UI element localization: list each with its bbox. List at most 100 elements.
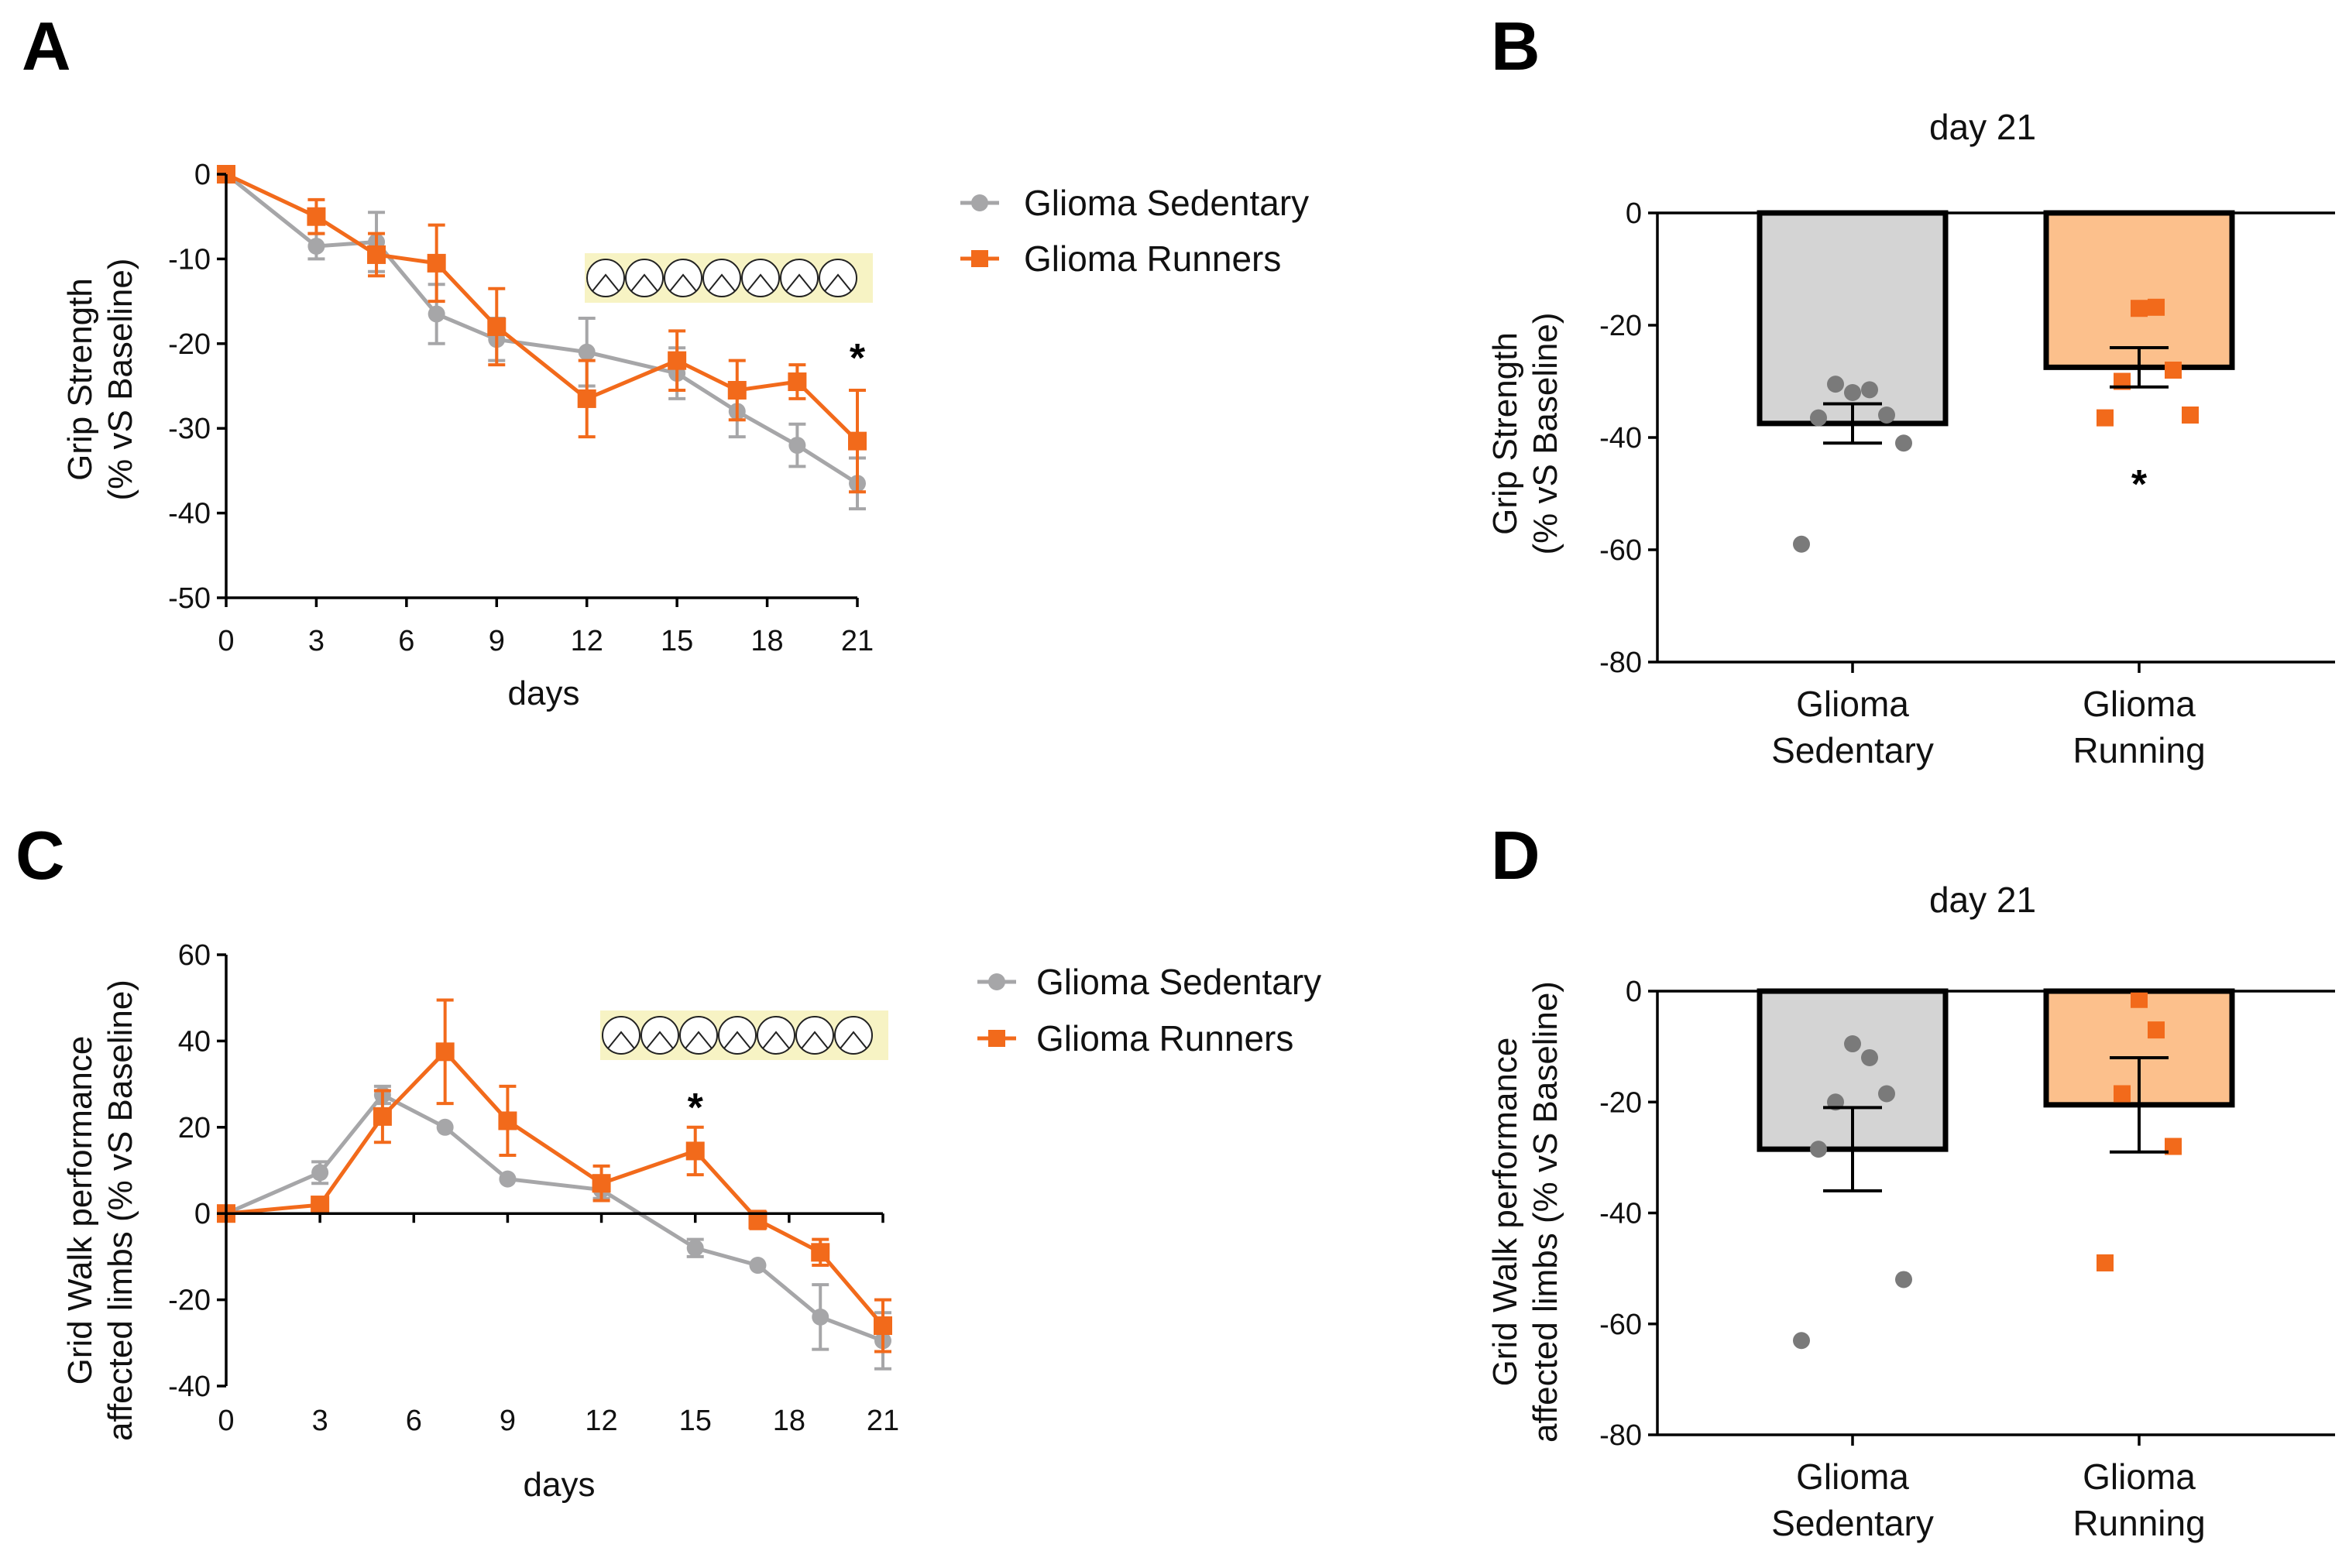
panel-b-title: day 21 [1929, 107, 2036, 147]
y-axis-title-line-1: Grid Walk performance [61, 1036, 99, 1385]
individual-point-sedentary [1810, 1141, 1827, 1158]
legend-a: Glioma Sedentary Glioma Runners [960, 183, 1309, 279]
individual-point-sedentary [1878, 1085, 1895, 1103]
x-tick-label: 15 [679, 1405, 712, 1437]
data-point-sedentary [311, 1164, 329, 1182]
data-point-runners [498, 1111, 517, 1131]
y-tick-label: -40 [168, 1371, 211, 1403]
panel-letter-d: D [1491, 817, 1540, 894]
data-point-runners [727, 380, 747, 400]
data-point-runners [435, 1042, 455, 1062]
running-wheel-icon [602, 1016, 640, 1055]
data-point-runners [668, 351, 687, 370]
individual-point-running [2131, 990, 2148, 1008]
legend-label-runners: Glioma Runners [1024, 238, 1281, 279]
x-axis-title: days [508, 674, 580, 712]
panel-letter-b: B [1491, 8, 1540, 84]
data-point-runners [788, 372, 807, 392]
data-point-sedentary [436, 1118, 454, 1136]
running-wheel-icon [795, 1016, 834, 1055]
y-axis-title-line-2: (% vS Baseline) [1527, 312, 1564, 554]
wheel-spokes [801, 1031, 829, 1049]
wheel-spokes [630, 273, 658, 292]
individual-point-sedentary [1878, 407, 1895, 424]
individual-point-running [2097, 1254, 2114, 1271]
wheel-spokes [669, 273, 697, 292]
data-point-runners [311, 1196, 330, 1215]
individual-point-sedentary [1793, 535, 1810, 553]
wheel-spokes [685, 1031, 713, 1049]
bar-running [2043, 210, 2235, 370]
running-wheels-indicator [600, 1010, 888, 1060]
x-tick-label: 12 [585, 1405, 617, 1437]
x-tick-label: 0 [218, 1405, 234, 1437]
y-tick-label: 60 [178, 939, 211, 972]
individual-point-sedentary [1844, 1035, 1861, 1053]
category-label-running: Glioma [2083, 1456, 2196, 1497]
x-tick-label: 0 [218, 625, 234, 657]
x-tick-label: 21 [841, 625, 874, 657]
individual-point-sedentary [1793, 1332, 1810, 1350]
panel-b-bar-chart: day 21 0 -20 -40 -60 -80 Glioma Sedentary Gliom… [1486, 107, 2335, 770]
x-tick-label: 6 [398, 625, 414, 657]
legend-marker-runners [971, 250, 988, 267]
wheel-spokes [824, 273, 852, 292]
data-point-sedentary [578, 343, 596, 361]
y-tick-label: -40 [1599, 1198, 1642, 1230]
y-tick-label: -80 [1599, 1419, 1642, 1452]
legend-label-runners: Glioma Runners [1036, 1018, 1293, 1058]
y-tick-label: 0 [194, 159, 211, 191]
x-axis-title: days [524, 1466, 596, 1504]
running-wheel-icon [702, 259, 741, 297]
y-tick-label: 0 [1626, 197, 1642, 230]
individual-point-sedentary [1895, 1271, 1912, 1288]
running-wheels-indicator [585, 253, 873, 303]
running-wheel-icon [640, 1016, 679, 1055]
individual-point-sedentary [1895, 434, 1912, 452]
individual-point-running [2182, 407, 2199, 424]
individual-point-running [2131, 300, 2148, 317]
y-tick-label: -60 [1599, 534, 1642, 567]
x-tick-label: 18 [750, 625, 783, 657]
individual-point-running [2165, 1137, 2182, 1155]
data-point-sedentary [499, 1170, 517, 1188]
data-point-runners [307, 207, 326, 226]
y-tick-label: -80 [1599, 647, 1642, 679]
y-tick-label: -60 [1599, 1309, 1642, 1341]
significance-marker: * [2131, 462, 2148, 507]
legend-marker-runners [988, 1030, 1005, 1047]
y-tick-label: 20 [178, 1112, 211, 1144]
y-axis-title-line-2: affected limbs (% vS Baseline) [1527, 981, 1564, 1443]
data-point-sedentary [428, 305, 445, 323]
panel-a-line-chart: 0-10-20-30-40-500 3 6 9 12 15 18 21* days Grip … [61, 159, 874, 712]
category-label-sedentary: Sedentary [1771, 730, 1934, 770]
running-wheel-icon [625, 259, 664, 297]
individual-point-running [2097, 409, 2114, 427]
data-point-runners [592, 1174, 611, 1193]
panel-d-bar-chart: day 21 0 -20 -40 -60 -80 Glioma Sedentary Gliom… [1486, 880, 2335, 1543]
y-tick-label: -20 [168, 328, 211, 361]
wheel-spokes [762, 1031, 790, 1049]
individual-point-sedentary [1861, 1048, 1878, 1066]
y-tick-label: -20 [1599, 310, 1642, 342]
data-point-runners [367, 245, 386, 264]
data-point-runners [848, 431, 867, 451]
wheel-spokes [646, 1031, 674, 1049]
panel-letter-c: C [15, 817, 65, 894]
y-tick-label: -10 [168, 243, 211, 276]
individual-point-sedentary [1827, 376, 1844, 393]
data-point-runners [577, 389, 596, 408]
wheel-spokes [607, 1031, 635, 1049]
y-tick-label: -30 [168, 413, 211, 445]
y-tick-label: -40 [1599, 422, 1642, 455]
running-wheel-icon [664, 259, 702, 297]
x-tick-label: 12 [571, 625, 603, 657]
x-tick-label: 18 [773, 1405, 805, 1437]
legend-label-sedentary: Glioma Sedentary [1036, 962, 1321, 1002]
data-point-sedentary [307, 237, 325, 255]
y-axis-title-line-1: Grip Strength [61, 278, 99, 481]
category-label-running: Glioma [2083, 684, 2196, 724]
data-point-sedentary [686, 1239, 704, 1257]
y-tick-label: -20 [1599, 1086, 1642, 1119]
